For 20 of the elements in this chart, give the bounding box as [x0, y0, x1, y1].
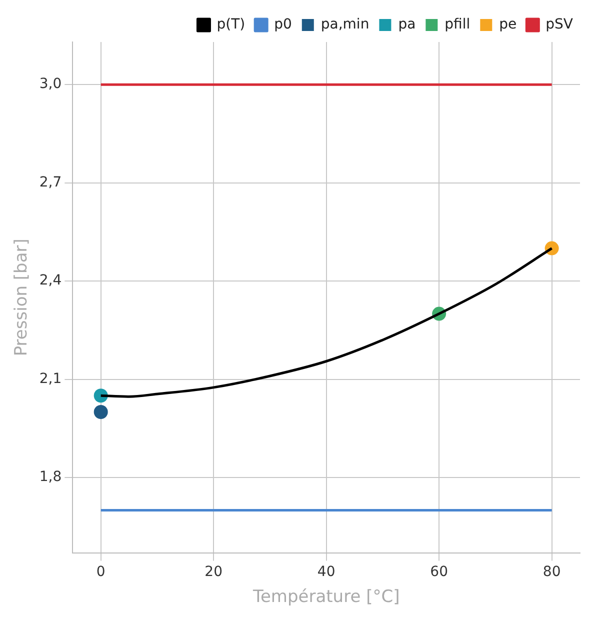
legend-label: p0 [274, 16, 292, 33]
y-tick-label: 1,8 [39, 469, 62, 486]
y-tick-label: 2,1 [39, 370, 62, 387]
legend-label: pa,min [320, 16, 370, 33]
x-tick-label: 0 [96, 564, 106, 580]
x-axis-title: Température [°C] [252, 587, 400, 608]
y-tick-label: 2,4 [39, 272, 62, 289]
legend-label: pfill [444, 16, 470, 33]
y-axis-title: Pression [bar] [12, 238, 32, 356]
point [94, 405, 108, 420]
legend-label: pe [499, 16, 517, 33]
x-tick-label: 40 [317, 564, 336, 580]
legend-label: pSV [546, 16, 574, 33]
x-tick-label: 60 [430, 564, 448, 580]
y-tick-label: 2,7 [39, 174, 62, 190]
legend-label: pa [398, 16, 416, 33]
x-tick-label: 80 [542, 564, 561, 580]
x-tick-label: 20 [204, 564, 223, 580]
legend-label: p(T) [216, 16, 246, 33]
y-tick-label: 3,0 [39, 76, 62, 92]
